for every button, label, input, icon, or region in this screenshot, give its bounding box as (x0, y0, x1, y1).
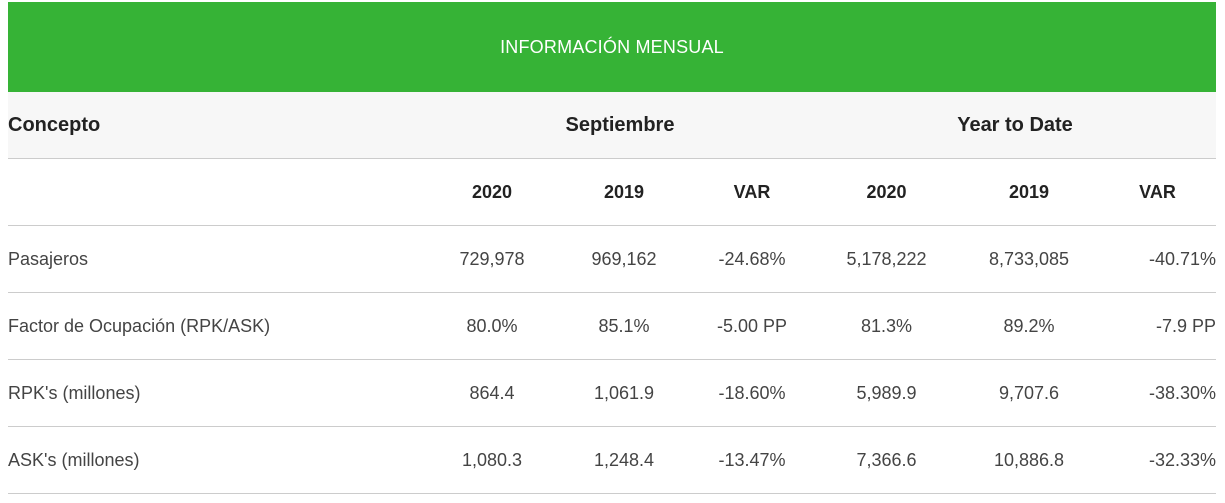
row-label: Pasajeros (8, 225, 426, 293)
subheader-month-var: VAR (690, 158, 814, 226)
row-label: ASK's (millones) (8, 426, 426, 494)
header-september: Septiembre (426, 92, 814, 159)
monthly-info-table: Concepto Septiembre Year to Date 2020 20… (8, 92, 1217, 494)
cell-ytd-2020: 5,989.9 (814, 359, 959, 427)
table-row: Pasajeros 729,978 969,162 -24.68% 5,178,… (8, 225, 1217, 293)
table-row: RPK's (millones) 864.4 1,061.9 -18.60% 5… (8, 359, 1217, 427)
cell-ytd-2019: 8,733,085 (959, 225, 1099, 293)
cell-ytd-2020: 81.3% (814, 292, 959, 360)
cell-month-var: -18.60% (690, 359, 814, 427)
cell-ytd-2019: 89.2% (959, 292, 1099, 360)
cell-ytd-var: -38.30% (1099, 359, 1217, 427)
table-row: ASK's (millones) 1,080.3 1,248.4 -13.47%… (8, 426, 1217, 494)
cell-month-2019: 85.1% (558, 292, 690, 360)
subheader-month-2020: 2020 (426, 158, 558, 226)
header-year-to-date: Year to Date (814, 92, 1217, 159)
cell-month-2020: 729,978 (426, 225, 558, 293)
subheader-ytd-2019: 2019 (959, 158, 1099, 226)
cell-ytd-var: -40.71% (1099, 225, 1217, 293)
header-concept: Concepto (8, 92, 426, 159)
subheader-empty (8, 158, 426, 226)
subheader-row: 2020 2019 VAR 2020 2019 VAR (8, 158, 1217, 226)
subheader-ytd-2020: 2020 (814, 158, 959, 226)
row-label: RPK's (millones) (8, 359, 426, 427)
subheader-month-2019: 2019 (558, 158, 690, 226)
header-row: Concepto Septiembre Year to Date (8, 92, 1217, 159)
cell-month-2020: 864.4 (426, 359, 558, 427)
table-row: Factor de Ocupación (RPK/ASK) 80.0% 85.1… (8, 292, 1217, 360)
cell-ytd-2020: 5,178,222 (814, 225, 959, 293)
cell-month-var: -5.00 PP (690, 292, 814, 360)
cell-month-var: -13.47% (690, 426, 814, 494)
cell-ytd-var: -32.33% (1099, 426, 1217, 494)
cell-ytd-var: -7.9 PP (1099, 292, 1217, 360)
cell-month-2020: 80.0% (426, 292, 558, 360)
cell-month-2020: 1,080.3 (426, 426, 558, 494)
cell-ytd-2019: 10,886.8 (959, 426, 1099, 494)
cell-month-2019: 969,162 (558, 225, 690, 293)
cell-ytd-2020: 7,366.6 (814, 426, 959, 494)
subheader-ytd-var: VAR (1099, 158, 1217, 226)
banner-title: INFORMACIÓN MENSUAL (8, 2, 1216, 92)
cell-month-2019: 1,248.4 (558, 426, 690, 494)
cell-ytd-2019: 9,707.6 (959, 359, 1099, 427)
row-label: Factor de Ocupación (RPK/ASK) (8, 292, 426, 360)
cell-month-var: -24.68% (690, 225, 814, 293)
cell-month-2019: 1,061.9 (558, 359, 690, 427)
